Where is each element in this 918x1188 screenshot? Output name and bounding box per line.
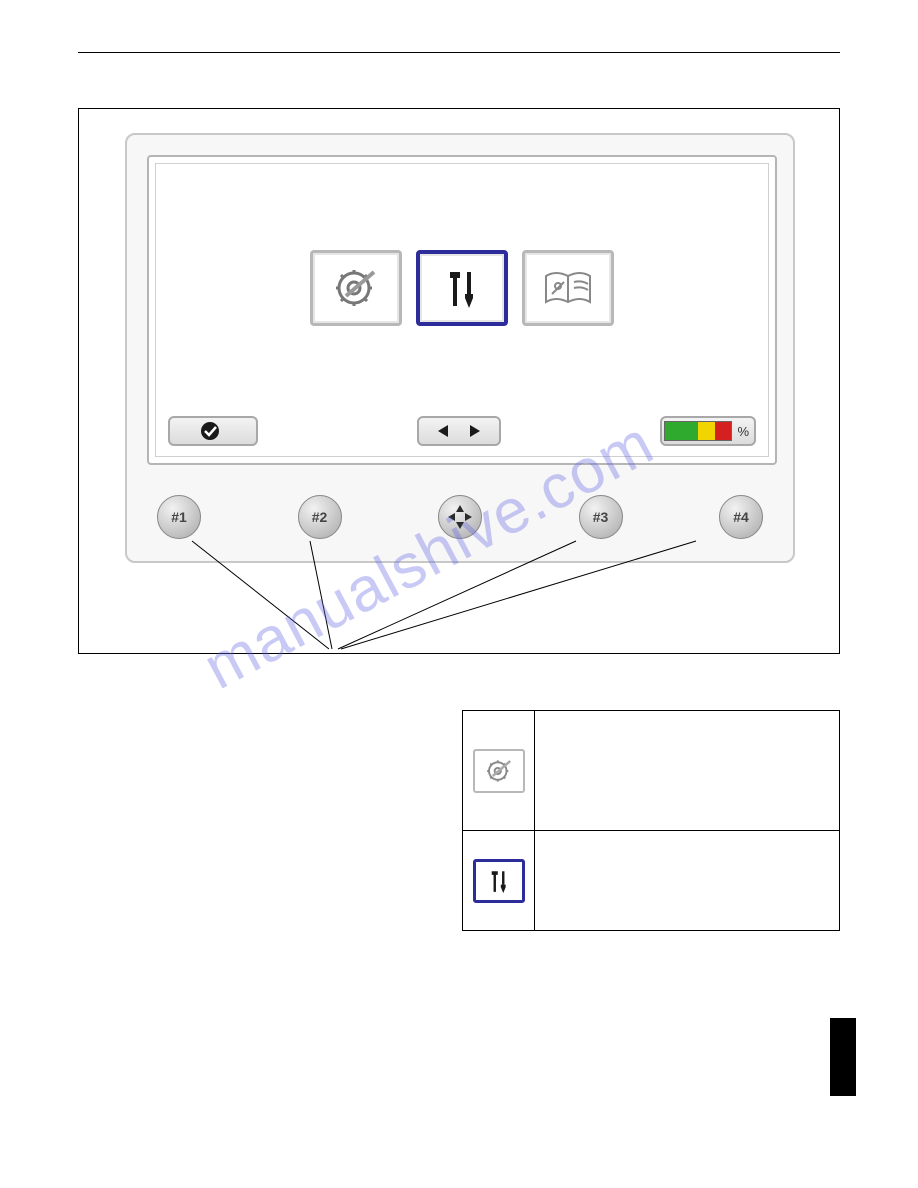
button-4[interactable]: #4: [719, 495, 763, 539]
page-edge-tab: [830, 1018, 856, 1096]
settings-gear-icon: [328, 264, 384, 312]
softkey-label-navigate: [417, 416, 501, 446]
button-3[interactable]: #3: [579, 495, 623, 539]
table-row: [463, 711, 840, 831]
mini-tile-settings: [473, 749, 525, 793]
menu-tile-manual[interactable]: [522, 250, 614, 326]
gauge-yellow: [698, 422, 715, 440]
settings-gear-icon: [481, 756, 517, 786]
table-desc-cell-1: [535, 711, 840, 831]
button-2-label: #2: [312, 509, 328, 525]
button-4-label: #4: [733, 509, 749, 525]
button-2[interactable]: #2: [298, 495, 342, 539]
tools-icon: [434, 264, 490, 312]
menu-tile-settings[interactable]: [310, 250, 402, 326]
check-icon: [199, 420, 227, 442]
gauge-green: [665, 422, 698, 440]
table-icon-cell-1: [463, 711, 535, 831]
mini-tile-tools: [473, 859, 525, 903]
softkey-label-row: %: [168, 416, 756, 446]
device-panel: % #1 #2: [125, 133, 795, 563]
screen-area: %: [155, 163, 769, 457]
menu-tile-tools[interactable]: [416, 250, 508, 326]
table-icon-cell-2: [463, 831, 535, 931]
diagram-frame: % #1 #2: [78, 108, 840, 654]
softkey-label-confirm: [168, 416, 258, 446]
gauge-percent-label: %: [734, 424, 752, 439]
button-nav[interactable]: [438, 495, 482, 539]
table-desc-cell-2: [535, 831, 840, 931]
button-3-label: #3: [593, 509, 609, 525]
table-row: [463, 831, 840, 931]
button-1[interactable]: #1: [157, 495, 201, 539]
button-1-label: #1: [171, 509, 187, 525]
description-table: [462, 710, 840, 931]
manual-book-icon: [538, 264, 598, 312]
hardware-button-row: #1 #2 #3 #4: [157, 495, 763, 539]
gauge-bar: [664, 421, 732, 441]
screen-bezel: %: [147, 155, 777, 465]
arrows-left-right-icon: [436, 422, 482, 440]
tools-icon: [482, 866, 516, 896]
softkey-label-gauge: %: [660, 416, 756, 446]
arrows-4way-icon: [446, 503, 474, 531]
gauge-red: [715, 422, 732, 440]
menu-row: [156, 250, 768, 326]
page-top-rule: [78, 52, 840, 53]
